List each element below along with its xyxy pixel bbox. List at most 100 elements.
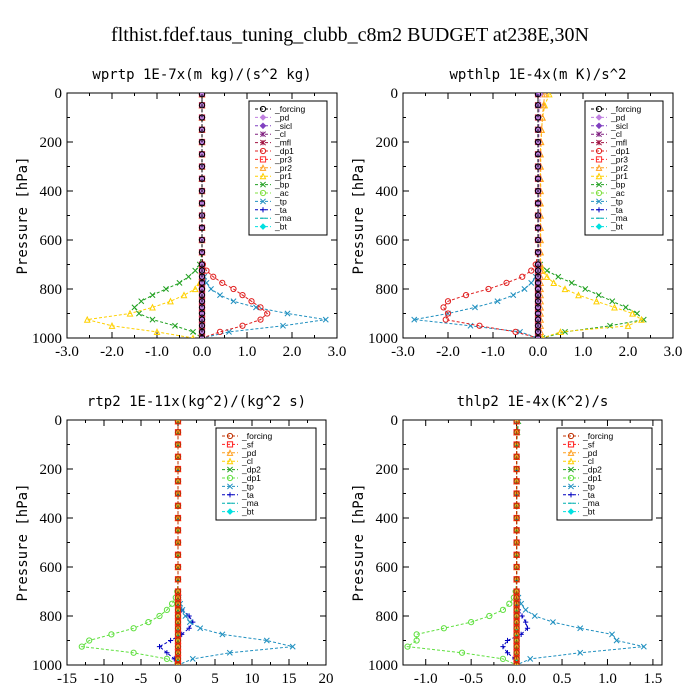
panels: wprtp 1E-7x(m kg)/(s^2 kg) Pressure [hPa]…	[15, 67, 682, 687]
data-point	[198, 224, 206, 231]
data-point	[149, 303, 156, 311]
series-line	[87, 94, 203, 338]
data-point	[174, 441, 182, 448]
data-point	[640, 643, 647, 650]
series-line	[406, 421, 518, 665]
data-point	[550, 279, 558, 286]
y-tick-label: 200	[40, 462, 63, 478]
legend-label: _forcing	[610, 104, 642, 114]
data-point	[624, 322, 632, 329]
x-tick-label: 5	[211, 671, 219, 687]
data-point	[280, 322, 286, 329]
data-point	[248, 298, 255, 305]
legend-marker	[259, 164, 267, 171]
data-point	[577, 625, 584, 632]
data-point	[534, 267, 542, 274]
data-point	[253, 304, 259, 311]
y-tick-label: 200	[376, 462, 399, 478]
x-tick-label: 0	[174, 671, 182, 687]
x-tick-label: -2.0	[100, 344, 124, 360]
data-point	[534, 292, 542, 299]
legend-label: _ac	[274, 188, 289, 198]
y-tick-label: 800	[40, 609, 63, 625]
data-point	[198, 200, 206, 207]
x-tick-label: 0.0	[193, 344, 212, 360]
data-point	[513, 514, 520, 522]
data-point	[198, 292, 206, 299]
data-point	[595, 292, 602, 299]
legend-label: _pr1	[610, 171, 628, 181]
data-point	[629, 309, 636, 317]
data-point	[513, 637, 520, 644]
legend-marker	[595, 105, 603, 113]
legend-marker	[226, 449, 234, 456]
legend-marker	[596, 131, 602, 138]
data-point	[198, 175, 206, 182]
data-point	[458, 649, 466, 656]
data-point	[191, 285, 199, 293]
data-point	[219, 279, 226, 286]
data-point	[174, 600, 182, 607]
data-point	[174, 539, 182, 546]
data-point	[163, 655, 170, 662]
data-point	[524, 625, 531, 631]
chart-title: thlp2 1E-4x(K^2)/s	[457, 394, 609, 410]
data-point	[534, 304, 542, 311]
data-point	[198, 322, 206, 329]
legend-label: _forcing	[274, 104, 306, 114]
data-point	[523, 619, 529, 625]
x-tick-label: 1.0	[598, 671, 617, 687]
x-tick-label: -3.0	[55, 344, 79, 360]
data-point	[534, 224, 542, 231]
data-point	[226, 649, 233, 656]
data-point	[131, 304, 138, 311]
legend-marker	[568, 492, 574, 498]
data-point	[198, 304, 206, 311]
data-point	[108, 631, 115, 638]
data-point	[506, 600, 513, 607]
data-point	[198, 138, 206, 146]
legend-label: _bt	[274, 222, 287, 232]
legend-marker	[568, 466, 574, 473]
legend-marker	[567, 508, 575, 515]
data-point	[198, 334, 206, 338]
legend-marker	[567, 449, 575, 456]
data-point	[521, 286, 528, 292]
data-point	[468, 619, 475, 626]
data-point	[198, 316, 206, 323]
data-point	[534, 273, 542, 280]
y-tick-label: 0	[391, 413, 399, 429]
data-point	[593, 297, 600, 305]
data-point	[534, 126, 542, 133]
series-group	[83, 93, 329, 338]
x-tick-label: 0.5	[553, 671, 572, 687]
data-point	[513, 465, 520, 473]
legend-label: _dp1	[582, 473, 602, 483]
series-line	[442, 94, 539, 338]
legend-marker	[567, 474, 575, 482]
data-point	[174, 465, 182, 473]
data-point	[174, 514, 182, 522]
data-point	[549, 619, 556, 626]
data-point	[513, 490, 520, 497]
data-point	[513, 649, 520, 656]
legend-marker	[595, 156, 603, 163]
data-point	[230, 298, 237, 305]
figure-title: flthist.fdef.taus_tuning_clubb_c8m2 BUDG…	[111, 24, 589, 46]
legend-marker	[259, 189, 267, 197]
data-point	[174, 631, 182, 638]
legend-marker	[260, 139, 266, 146]
data-point	[210, 273, 217, 280]
legend-marker	[567, 432, 575, 440]
data-point	[198, 151, 206, 158]
x-tick-label: -1.0	[414, 671, 438, 687]
legend-label: _ta	[582, 490, 595, 500]
data-point	[527, 655, 534, 662]
data-point	[534, 279, 542, 286]
x-tick-label: 1.5	[644, 671, 663, 687]
data-point	[534, 322, 542, 329]
data-point	[174, 588, 182, 595]
legend-marker	[226, 474, 234, 482]
y-tick-label: 1000	[32, 658, 62, 674]
